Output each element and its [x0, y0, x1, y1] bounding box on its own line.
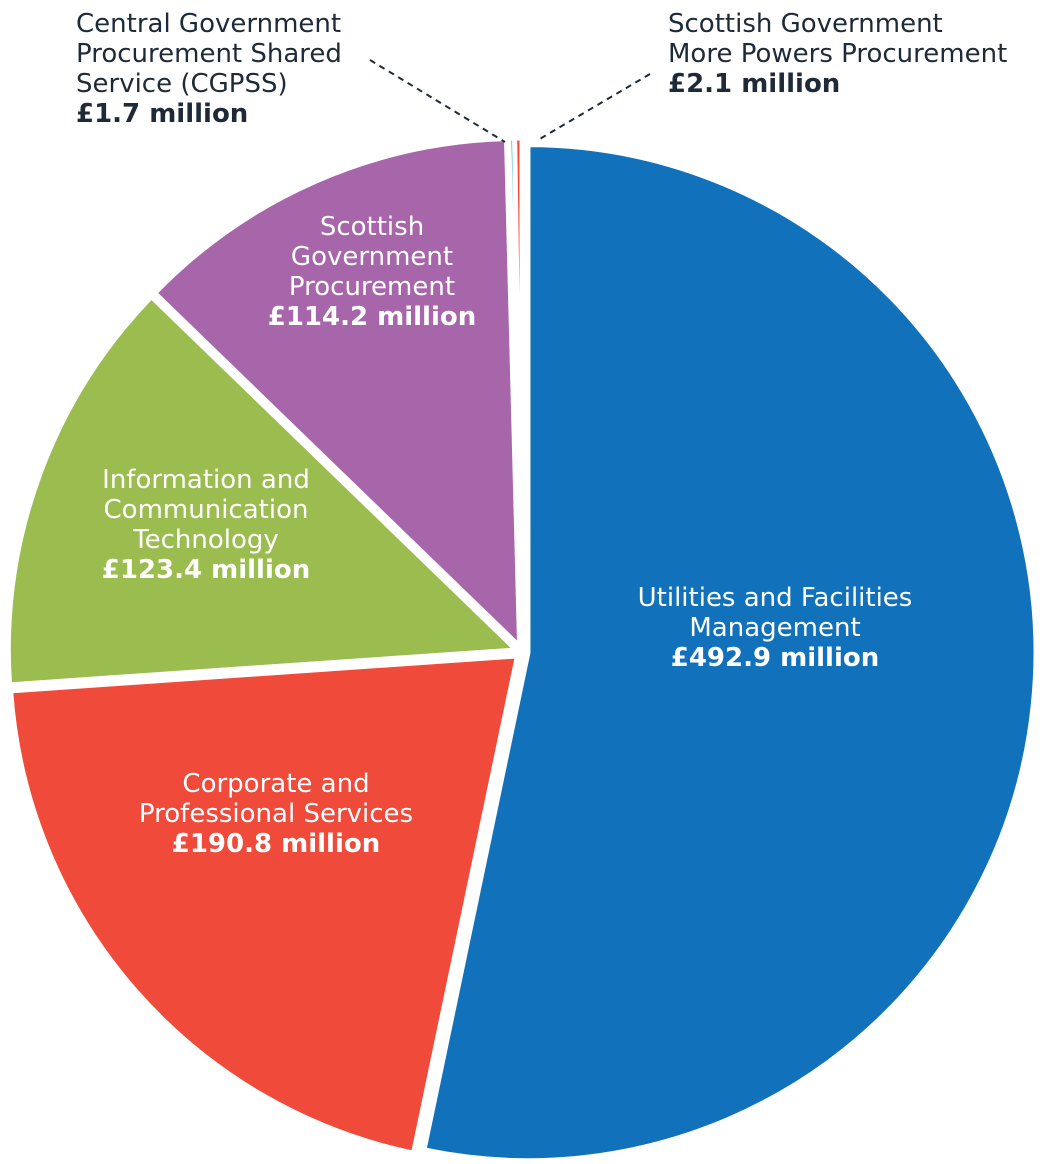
slice-value-label: £190.8 million: [172, 829, 381, 859]
slice-name-label: Procurement Shared: [76, 39, 342, 69]
slice-scottish-government-procurement: [152, 136, 523, 650]
slice-name-label: Management: [689, 613, 860, 643]
label-central-government-procurement-shared-service-cgpss: Central Government Procurement Shared Serv…: [76, 9, 342, 129]
slice-name-label: Utilities and Facilities: [638, 583, 913, 613]
label-utilities-and-facilities-management: Utilities and Facilities Management £492.9…: [638, 583, 913, 673]
slice-name-label: Procurement: [289, 272, 455, 302]
slice-value-label: £1.7 million: [76, 99, 248, 129]
slice-information-and-communication-technology: [5, 294, 519, 688]
slice-name-label: Scottish Government: [668, 9, 943, 39]
label-corporate-and-professional-services: Corporate and Professional Services £190.8…: [139, 769, 413, 859]
pie-slices: [5, 135, 1039, 1164]
leader-line-scottish-government-more-powers-procurement: [537, 73, 651, 141]
slice-name-label: Central Government: [76, 9, 341, 39]
slice-value-label: £492.9 million: [671, 643, 880, 673]
label-information-and-communication-technology: Information and Communication Technology £1…: [102, 465, 311, 585]
slice-value-label: £2.1 million: [668, 69, 840, 99]
pie-labels: Utilities and Facilities Management £492.9…: [76, 9, 1007, 859]
slice-name-label: Technology: [132, 525, 279, 555]
slice-name-label: Service (CGPSS): [76, 69, 288, 99]
label-scottish-government-more-powers-procurement: Scottish Government More Powers Procureme…: [668, 9, 1007, 99]
slice-name-label: Professional Services: [139, 799, 413, 829]
slice-name-label: More Powers Procurement: [668, 39, 1007, 69]
leader-line-central-government-procurement-shared-service-cgpss: [369, 59, 506, 143]
slice-value-label: £123.4 million: [102, 555, 311, 585]
slice-value-label: £114.2 million: [268, 302, 477, 332]
label-scottish-government-procurement: Scottish Government Procurement £114.2 mill…: [268, 212, 477, 332]
slice-name-label: Government: [291, 242, 453, 272]
slice-corporate-and-professional-services: [8, 653, 520, 1156]
slice-utilities-and-facilities-management: [421, 142, 1039, 1164]
slice-name-label: Scottish: [320, 212, 424, 242]
slice-name-label: Corporate and: [182, 769, 369, 799]
slice-name-label: Communication: [104, 495, 309, 525]
slice-scottish-government-more-powers-procurement: [512, 135, 525, 649]
slice-name-label: Information and: [102, 465, 310, 495]
